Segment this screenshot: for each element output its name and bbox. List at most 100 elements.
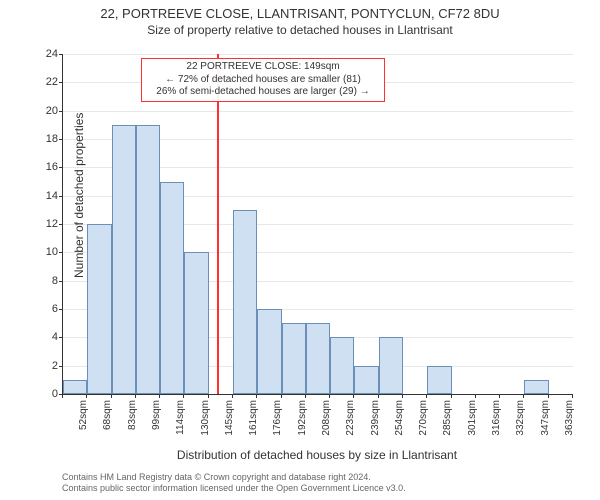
x-tick-label: 161sqm (248, 400, 259, 436)
annotation-line: 22 PORTREEVE CLOSE: 149sqm (146, 61, 380, 74)
histogram-bar (233, 210, 257, 394)
y-tick-mark (59, 139, 63, 140)
y-tick-label: 6 (18, 303, 58, 315)
y-tick-label: 16 (18, 161, 58, 173)
x-tick-mark (256, 394, 257, 398)
x-tick-mark (572, 394, 573, 398)
y-tick-mark (59, 309, 63, 310)
attribution-line1: Contains HM Land Registry data © Crown c… (62, 472, 406, 483)
y-tick-label: 12 (18, 218, 58, 230)
y-tick-label: 8 (18, 275, 58, 287)
x-tick-mark (523, 394, 524, 398)
gridline (63, 111, 573, 112)
histogram-bar (136, 125, 160, 394)
x-tick-mark (353, 394, 354, 398)
y-tick-mark (59, 111, 63, 112)
x-tick-mark (135, 394, 136, 398)
y-tick-mark (59, 196, 63, 197)
annotation-box: 22 PORTREEVE CLOSE: 149sqm← 72% of detac… (141, 58, 385, 102)
x-tick-label: 332sqm (515, 400, 526, 436)
annotation-line: 26% of semi-detached houses are larger (… (146, 86, 380, 99)
x-tick-mark (159, 394, 160, 398)
histogram-bar (160, 182, 184, 395)
y-tick-mark (59, 337, 63, 338)
x-tick-label: 363sqm (564, 400, 575, 436)
x-tick-label: 285sqm (442, 400, 453, 436)
y-tick-mark (59, 54, 63, 55)
x-tick-label: 176sqm (272, 400, 283, 436)
y-tick-mark (59, 366, 63, 367)
x-tick-label: 316sqm (491, 400, 502, 436)
annotation-line: ← 72% of detached houses are smaller (81… (146, 74, 380, 87)
histogram-bar (306, 323, 330, 394)
x-tick-label: 99sqm (151, 400, 162, 430)
x-tick-label: 114sqm (175, 400, 186, 435)
y-tick-label: 0 (18, 388, 58, 400)
x-axis-label: Distribution of detached houses by size … (62, 448, 572, 462)
page-subtitle: Size of property relative to detached ho… (0, 21, 600, 37)
x-tick-label: 223sqm (345, 400, 356, 436)
x-tick-mark (378, 394, 379, 398)
gridline (63, 54, 573, 55)
y-tick-label: 14 (18, 190, 58, 202)
x-tick-label: 301sqm (467, 400, 478, 436)
histogram-bar (427, 366, 451, 394)
x-tick-label: 208sqm (321, 400, 332, 436)
y-tick-label: 2 (18, 360, 58, 372)
x-tick-label: 83sqm (127, 400, 138, 430)
x-tick-mark (111, 394, 112, 398)
y-tick-mark (59, 281, 63, 282)
x-tick-mark (548, 394, 549, 398)
histogram-bar (330, 337, 354, 394)
x-tick-mark (426, 394, 427, 398)
x-tick-mark (499, 394, 500, 398)
histogram-bar (63, 380, 87, 394)
plot-region: 22 PORTREEVE CLOSE: 149sqm← 72% of detac… (62, 54, 573, 395)
histogram-bar (257, 309, 281, 394)
x-tick-label: 239sqm (370, 400, 381, 436)
histogram-bar (87, 224, 111, 394)
x-tick-label: 254sqm (394, 400, 405, 436)
x-tick-label: 347sqm (540, 400, 551, 436)
attribution: Contains HM Land Registry data © Crown c… (62, 472, 406, 495)
y-tick-mark (59, 252, 63, 253)
y-axis-label: Number of detached properties (72, 113, 86, 278)
x-tick-label: 52sqm (78, 400, 89, 430)
histogram-bar (184, 252, 208, 394)
x-tick-label: 130sqm (200, 400, 211, 436)
x-tick-mark (232, 394, 233, 398)
x-tick-mark (208, 394, 209, 398)
y-tick-mark (59, 224, 63, 225)
x-tick-label: 270sqm (418, 400, 429, 436)
histogram-bar (379, 337, 403, 394)
attribution-line2: Contains public sector information licen… (62, 483, 406, 494)
x-tick-label: 192sqm (297, 400, 308, 436)
x-tick-mark (86, 394, 87, 398)
x-tick-mark (183, 394, 184, 398)
chart-area: 22 PORTREEVE CLOSE: 149sqm← 72% of detac… (62, 54, 572, 394)
x-tick-mark (305, 394, 306, 398)
x-tick-mark (281, 394, 282, 398)
y-tick-label: 22 (18, 76, 58, 88)
histogram-bar (354, 366, 378, 394)
y-tick-label: 18 (18, 133, 58, 145)
y-tick-label: 24 (18, 48, 58, 60)
y-tick-label: 4 (18, 331, 58, 343)
x-tick-mark (402, 394, 403, 398)
reference-line (217, 54, 219, 394)
x-tick-mark (62, 394, 63, 398)
page-title: 22, PORTREEVE CLOSE, LLANTRISANT, PONTYC… (0, 0, 600, 21)
histogram-bar (282, 323, 306, 394)
x-tick-mark (475, 394, 476, 398)
x-tick-label: 68sqm (102, 400, 113, 430)
y-tick-mark (59, 167, 63, 168)
histogram-bar (112, 125, 136, 394)
y-tick-label: 10 (18, 246, 58, 258)
chart-container: 22, PORTREEVE CLOSE, LLANTRISANT, PONTYC… (0, 0, 600, 500)
x-tick-mark (451, 394, 452, 398)
histogram-bar (524, 380, 548, 394)
x-tick-label: 145sqm (224, 400, 235, 436)
x-tick-mark (329, 394, 330, 398)
y-tick-label: 20 (18, 105, 58, 117)
y-tick-mark (59, 82, 63, 83)
